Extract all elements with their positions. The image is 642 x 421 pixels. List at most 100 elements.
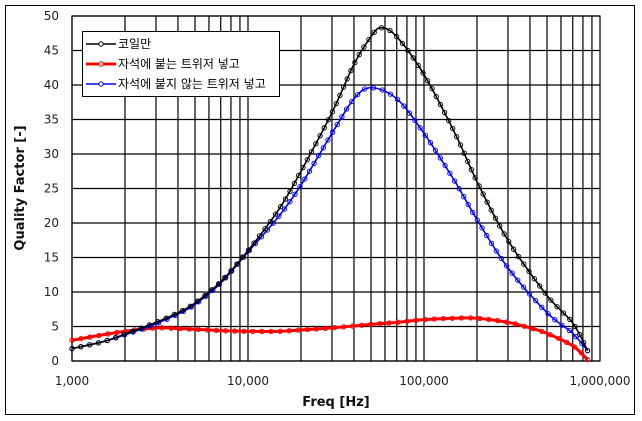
data-point-marker bbox=[356, 52, 362, 58]
data-point-marker bbox=[431, 316, 437, 322]
data-point-marker bbox=[241, 328, 247, 334]
data-point-marker bbox=[498, 255, 504, 262]
data-point-marker bbox=[272, 211, 279, 217]
data-point-marker bbox=[394, 96, 401, 103]
data-point-marker bbox=[506, 238, 512, 245]
data-point-marker bbox=[251, 240, 257, 246]
data-point-marker bbox=[105, 331, 111, 337]
data-point-marker bbox=[465, 158, 471, 165]
data-point-marker bbox=[222, 274, 228, 281]
data-point-marker bbox=[343, 106, 350, 112]
data-point-marker bbox=[526, 291, 533, 297]
data-point-marker bbox=[399, 40, 406, 47]
plot-area-border bbox=[71, 15, 601, 362]
data-point-marker bbox=[467, 315, 474, 321]
data-point-marker bbox=[215, 281, 222, 287]
data-point-marker bbox=[204, 327, 211, 333]
data-point-marker bbox=[209, 287, 215, 293]
y-tick-label: 35 bbox=[44, 113, 59, 127]
data-point-marker bbox=[530, 326, 536, 332]
data-point-marker bbox=[479, 225, 485, 231]
data-point-marker bbox=[526, 268, 532, 275]
data-point-marker bbox=[262, 226, 268, 232]
data-point-marker bbox=[503, 263, 510, 269]
data-point-marker bbox=[476, 315, 483, 322]
data-point-marker bbox=[584, 356, 591, 363]
x-tick-label: 1,000 bbox=[55, 374, 89, 388]
data-point-marker bbox=[259, 328, 265, 335]
data-point-marker bbox=[555, 335, 562, 342]
data-point-marker bbox=[304, 157, 310, 163]
data-point-marker bbox=[493, 248, 499, 254]
data-point-marker bbox=[424, 78, 431, 84]
data-point-marker bbox=[277, 204, 284, 210]
data-point-marker bbox=[187, 303, 194, 309]
data-point-marker bbox=[270, 220, 276, 226]
data-point-marker bbox=[348, 67, 354, 74]
data-point-marker bbox=[410, 55, 416, 61]
data-point-marker bbox=[308, 149, 315, 155]
data-point-marker bbox=[325, 137, 331, 143]
data-series bbox=[69, 25, 591, 363]
data-point-marker bbox=[571, 344, 578, 350]
data-point-marker bbox=[386, 320, 392, 326]
data-point-marker bbox=[95, 340, 102, 346]
data-point-marker bbox=[322, 325, 329, 332]
data-point-marker bbox=[291, 180, 298, 187]
data-point-marker bbox=[387, 91, 394, 97]
legend-label: 자석에 붙지 않는 트위저 넣고 bbox=[118, 77, 266, 91]
data-point-marker bbox=[539, 304, 545, 310]
data-point-marker bbox=[560, 310, 567, 316]
data-point-marker bbox=[415, 62, 421, 69]
data-point-marker bbox=[447, 170, 453, 176]
data-point-marker bbox=[250, 328, 256, 335]
data-point-marker bbox=[297, 183, 303, 190]
data-point-marker bbox=[87, 334, 93, 340]
data-point-marker bbox=[287, 188, 293, 194]
data-point-marker bbox=[395, 319, 401, 325]
data-point-marker bbox=[281, 206, 288, 212]
data-point-marker bbox=[584, 347, 591, 354]
data-point-marker bbox=[437, 155, 443, 161]
data-point-marker bbox=[213, 327, 220, 334]
data-point-marker bbox=[521, 323, 527, 329]
data-point-marker bbox=[548, 297, 554, 303]
data-point-marker bbox=[69, 337, 75, 343]
data-point-marker bbox=[461, 150, 467, 156]
data-point-marker bbox=[433, 93, 439, 100]
data-point-marker bbox=[78, 336, 84, 342]
data-point-marker bbox=[300, 164, 306, 171]
data-point-marker bbox=[554, 304, 560, 310]
data-point-marker bbox=[331, 325, 338, 331]
data-point-marker bbox=[542, 290, 548, 296]
data-point-marker bbox=[177, 325, 183, 332]
data-point-marker bbox=[313, 141, 319, 147]
x-tick-label: 1,000,000 bbox=[569, 374, 630, 388]
data-point-marker bbox=[146, 322, 153, 328]
data-point-marker bbox=[450, 126, 456, 132]
data-point-marker bbox=[488, 207, 494, 213]
data-point-marker bbox=[320, 145, 326, 151]
data-point-marker bbox=[277, 328, 283, 334]
data-point-marker bbox=[186, 326, 192, 332]
y-tick-label: 40 bbox=[44, 78, 59, 92]
data-point-marker bbox=[222, 328, 229, 334]
data-point-marker bbox=[337, 92, 343, 99]
data-point-marker bbox=[547, 332, 553, 338]
data-point-marker bbox=[531, 276, 537, 282]
data-point-marker bbox=[484, 232, 490, 239]
data-point-marker bbox=[344, 76, 350, 82]
data-point-marker bbox=[537, 283, 543, 289]
data-point-marker bbox=[497, 223, 503, 229]
data-point-marker bbox=[195, 298, 201, 304]
data-point-marker bbox=[521, 261, 527, 267]
x-tick-label: 10,000 bbox=[227, 374, 269, 388]
data-point-marker bbox=[366, 36, 372, 43]
data-point-marker bbox=[304, 326, 310, 333]
series-1 bbox=[69, 315, 591, 363]
data-point-marker bbox=[476, 183, 482, 189]
data-point-marker bbox=[456, 186, 462, 192]
data-point-marker bbox=[96, 332, 102, 339]
y-tick-label: 10 bbox=[44, 285, 59, 299]
